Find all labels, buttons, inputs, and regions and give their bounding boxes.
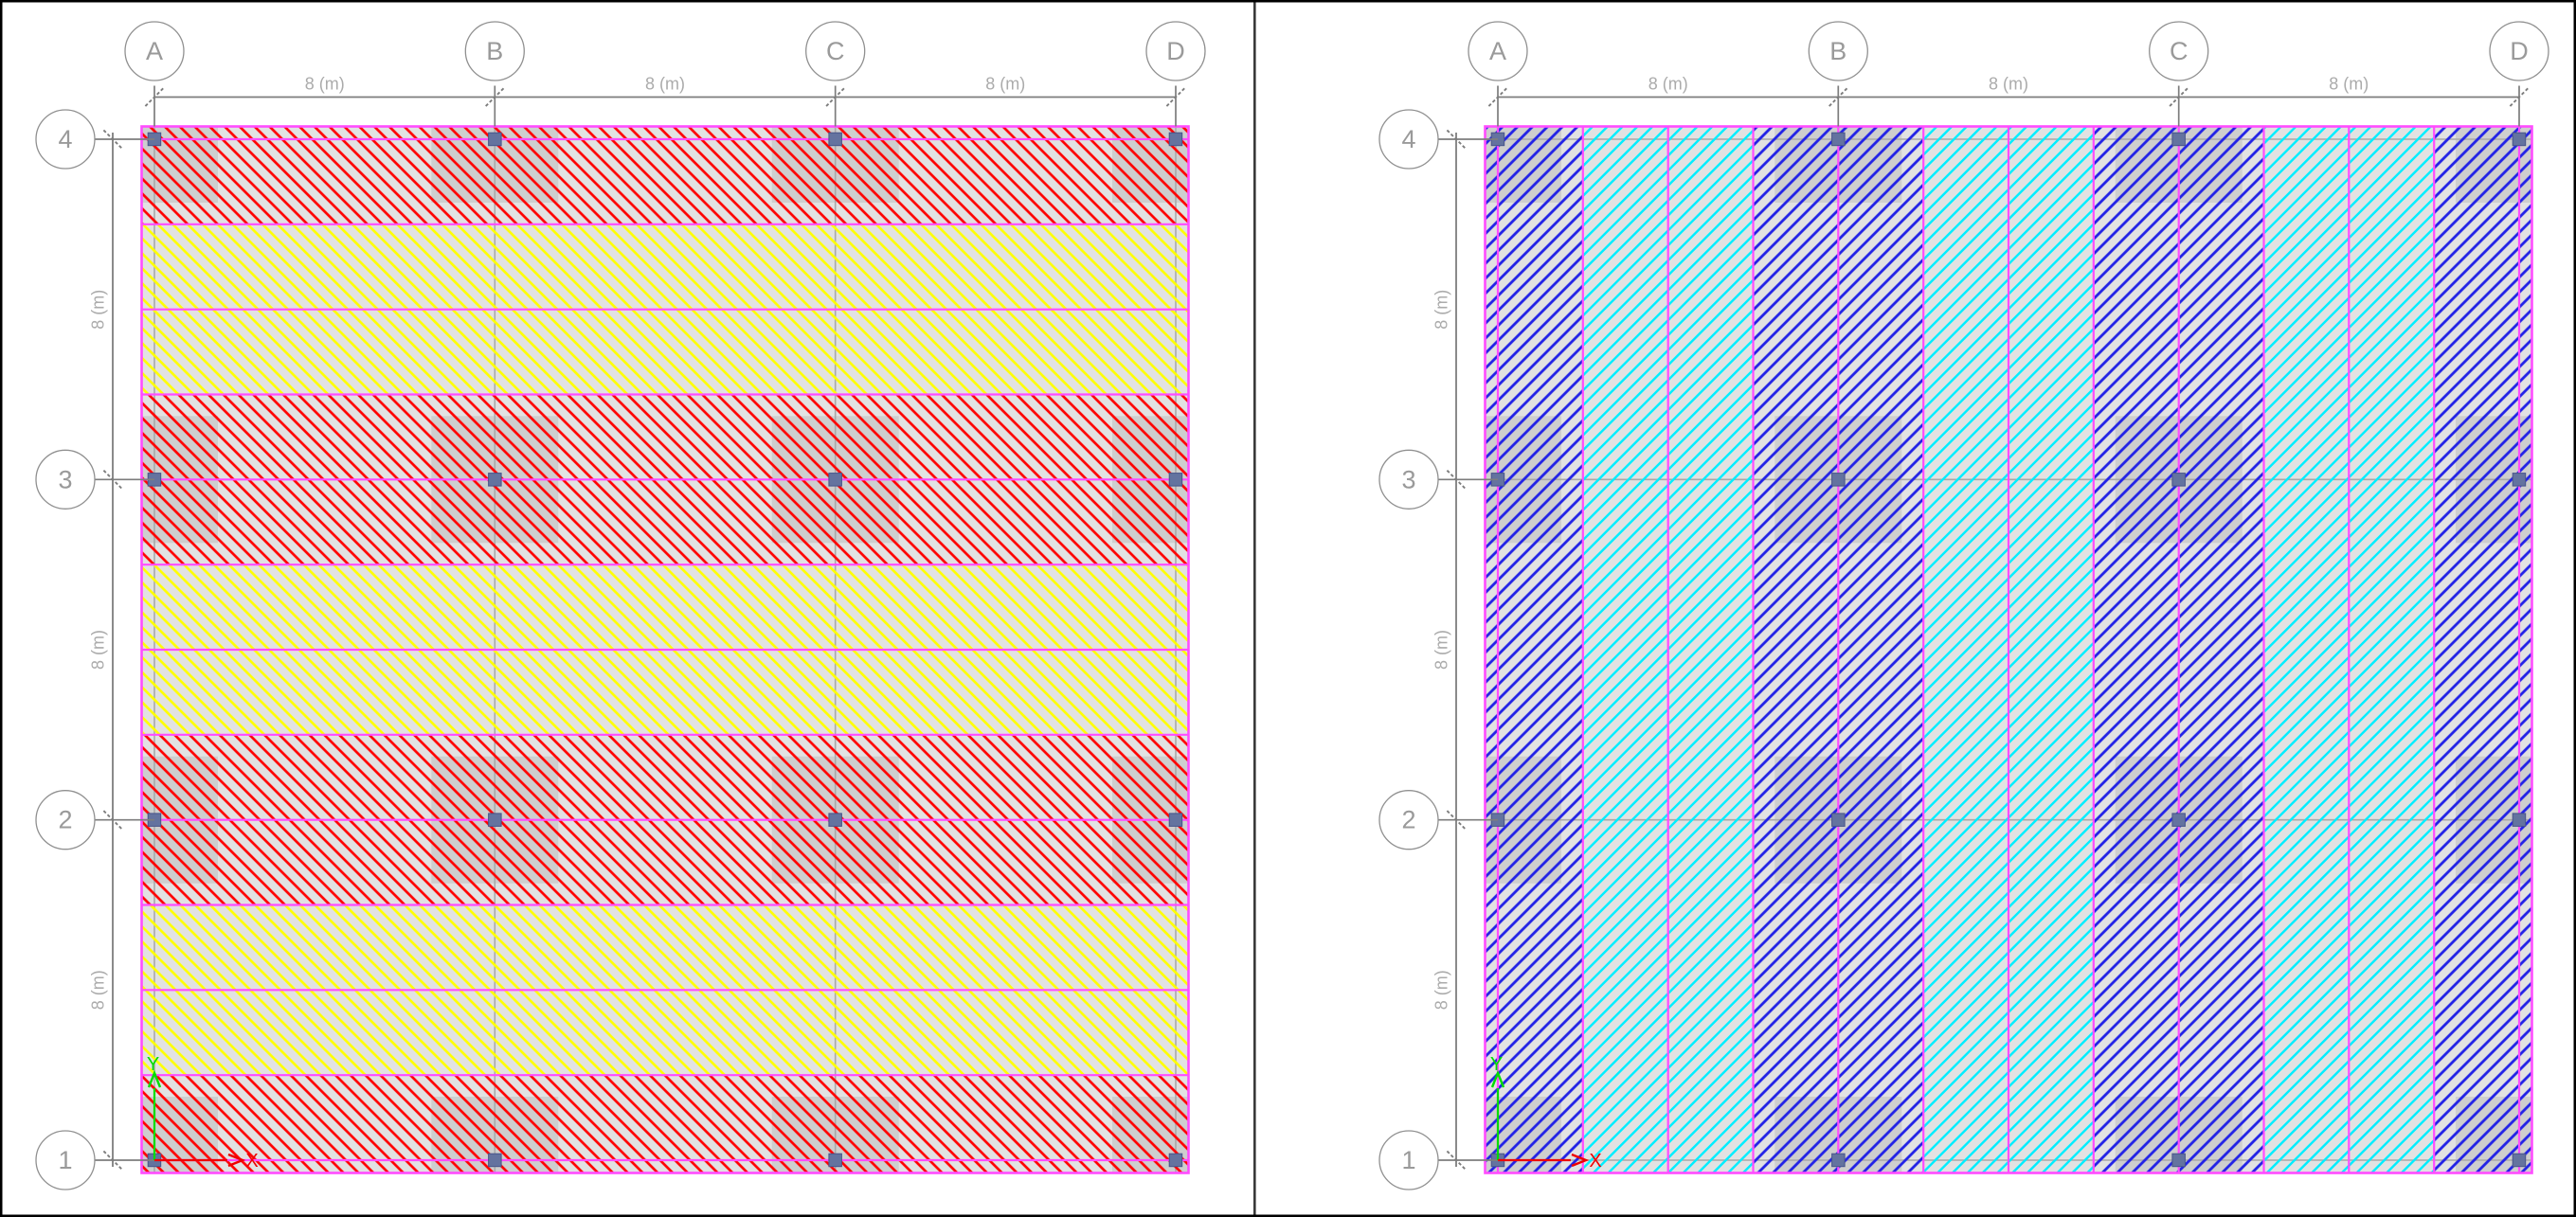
svg-text:X: X	[1589, 1151, 1601, 1172]
svg-text:1: 1	[58, 1146, 72, 1174]
svg-text:8 (m): 8 (m)	[1432, 970, 1451, 1010]
svg-text:3: 3	[1401, 465, 1415, 493]
svg-text:Y: Y	[1490, 1054, 1503, 1075]
svg-text:B: B	[1829, 37, 1846, 65]
svg-text:8 (m): 8 (m)	[2329, 75, 2369, 94]
svg-text:8 (m): 8 (m)	[89, 290, 108, 330]
svg-text:8 (m): 8 (m)	[89, 970, 108, 1010]
svg-text:Y: Y	[147, 1054, 159, 1075]
svg-text:X: X	[245, 1151, 258, 1172]
svg-text:4: 4	[1401, 125, 1415, 153]
svg-text:8 (m): 8 (m)	[645, 75, 685, 94]
svg-text:8 (m): 8 (m)	[1989, 75, 2028, 94]
svg-text:8 (m): 8 (m)	[1648, 75, 1688, 94]
svg-text:C: C	[2170, 37, 2189, 65]
svg-text:2: 2	[58, 806, 72, 834]
svg-text:8 (m): 8 (m)	[1432, 290, 1451, 330]
svg-text:C: C	[826, 37, 845, 65]
svg-text:1: 1	[1401, 1146, 1415, 1174]
svg-text:8 (m): 8 (m)	[89, 630, 108, 670]
svg-text:4: 4	[58, 125, 72, 153]
svg-text:8 (m): 8 (m)	[305, 75, 345, 94]
svg-text:A: A	[146, 37, 163, 65]
svg-text:8 (m): 8 (m)	[985, 75, 1025, 94]
svg-text:A: A	[1489, 37, 1506, 65]
svg-text:B: B	[486, 37, 503, 65]
svg-text:3: 3	[58, 465, 72, 493]
svg-text:D: D	[1166, 37, 1185, 65]
svg-text:D: D	[2510, 37, 2529, 65]
svg-text:8 (m): 8 (m)	[1432, 630, 1451, 670]
svg-text:2: 2	[1401, 806, 1415, 834]
